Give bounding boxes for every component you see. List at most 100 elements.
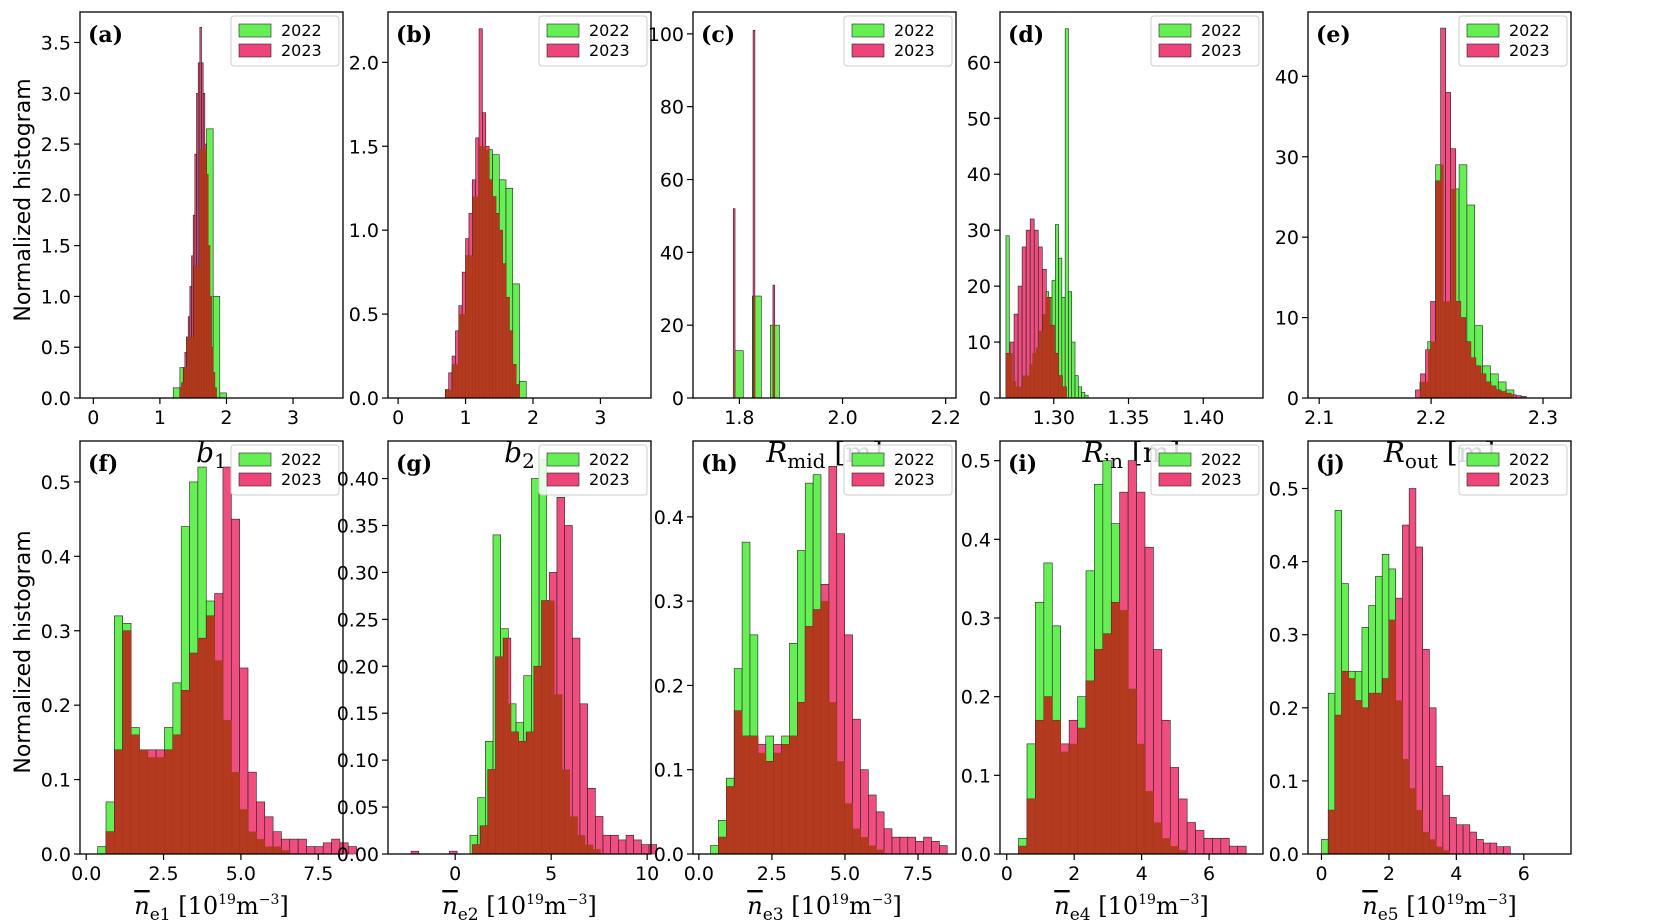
- bar-2023: [579, 703, 588, 855]
- bar-2022: [710, 845, 719, 855]
- overlap-region: [753, 296, 756, 398]
- xlabel: ne2 [1019m−3]: [442, 892, 597, 923]
- bar-2023: [1489, 842, 1498, 855]
- xtick-label: 1.40: [1182, 407, 1224, 429]
- ytick-label: 3.5: [41, 32, 71, 54]
- panel-label: (j): [1316, 451, 1345, 477]
- ytick-label: 0.40: [337, 469, 379, 491]
- xlabel-subscript: e5: [1378, 905, 1399, 923]
- ytick-label: 30: [1275, 147, 1299, 169]
- xtick-label: 0: [1001, 863, 1013, 885]
- xlabel-unit: [10: [1399, 892, 1447, 920]
- bar-2023: [899, 836, 909, 855]
- xlabel: ne3 [1019m−3]: [747, 892, 902, 923]
- bar-2023: [1203, 837, 1213, 855]
- legend-label-2023: 2023: [894, 470, 935, 489]
- bar-2023: [1021, 246, 1027, 399]
- xlabel-close: ]: [279, 892, 288, 920]
- ytick-label: 0.35: [337, 515, 379, 537]
- panel-f: 0.0 0.1 0.2 0.3 0.4 0.5 0.0 2.5 5.0 7.5 (f) 2022202…: [41, 440, 357, 923]
- xlabel-unit-m: m: [544, 892, 567, 920]
- axes-frame: [1307, 440, 1572, 855]
- ytick-label: 0.4: [654, 507, 684, 529]
- bars: [1415, 27, 1527, 399]
- xtick-label: 7.5: [903, 863, 933, 885]
- xlabel: b2: [504, 436, 535, 473]
- xtick-label: 0: [1315, 863, 1327, 885]
- ytick-label: 0.30: [337, 562, 379, 584]
- xlabel-close: ]: [892, 892, 901, 920]
- legend-label-2023: 2023: [894, 41, 935, 60]
- bar-2023: [322, 842, 332, 855]
- overlap-region: [1018, 602, 1188, 854]
- ytick-label: 30: [967, 220, 991, 242]
- xtick-label: 1.30: [1033, 407, 1075, 429]
- xlabel-symbol: R: [765, 436, 787, 469]
- bar-2023: [1496, 846, 1504, 855]
- ytick-label: 1.0: [41, 286, 71, 308]
- legend-swatch-2023: [851, 43, 885, 58]
- xlabel-symbol: b: [196, 436, 214, 469]
- xlabel-exp: −3: [1179, 892, 1200, 908]
- overlap-region: [773, 325, 775, 398]
- ytick-label: 0.1: [1269, 771, 1299, 793]
- legend-label-2022: 2022: [589, 450, 630, 469]
- xlabel-symbol: R: [1383, 436, 1405, 469]
- legend-label-2023: 2023: [589, 41, 630, 60]
- axes-frame: [79, 11, 344, 399]
- bar-2023: [1476, 839, 1484, 855]
- shared-ylabel-bottom: Normalized histogram: [11, 530, 36, 773]
- xtick-label: 1.35: [1107, 407, 1149, 429]
- bar-2023: [602, 834, 611, 855]
- legend-swatch-2023: [546, 472, 580, 487]
- xtick-label: 2.2: [931, 407, 961, 429]
- xlabel-symbol: n: [442, 892, 457, 920]
- xlabel-symbol: b: [504, 436, 522, 469]
- ytick-label: 0.00: [337, 844, 379, 866]
- bar-2023: [875, 811, 885, 855]
- legend-label-2023: 2023: [1509, 470, 1550, 489]
- ytick-label: 0.5: [349, 304, 379, 326]
- legend-label-2022: 2022: [281, 450, 322, 469]
- legend-label-2022: 2022: [1201, 21, 1242, 40]
- legend-label-2023: 2023: [1509, 41, 1550, 60]
- ytick-label: 40: [660, 242, 684, 264]
- xtick-label: 6: [1518, 863, 1530, 885]
- xtick-label: 3: [594, 407, 606, 429]
- bar-2023: [314, 846, 324, 855]
- bar-2023: [1449, 817, 1457, 855]
- xlabel-symbol: n: [1054, 892, 1069, 920]
- xlabel-unit-m: m: [1156, 892, 1179, 920]
- xtick-label: 1.8: [724, 407, 754, 429]
- xlabel-unit-m: m: [236, 892, 259, 920]
- panel-label: (h): [701, 451, 738, 477]
- xtick-label: 3: [287, 407, 299, 429]
- xlabel: ne4 [1019m−3]: [1054, 892, 1209, 923]
- bar-2023: [931, 841, 940, 855]
- overlap-region: [445, 146, 520, 398]
- legend-label-2022: 2022: [894, 21, 935, 40]
- ytick-label: 0.4: [1269, 552, 1299, 574]
- bars: [97, 466, 357, 855]
- bars: [172, 26, 227, 399]
- bar-2023: [1415, 546, 1423, 855]
- overlap-region: [1420, 164, 1515, 398]
- legend-label-2023: 2023: [1201, 470, 1242, 489]
- legend-swatch-2022: [1158, 23, 1192, 38]
- xlabel-close: ]: [1199, 892, 1208, 920]
- legend-swatch-2022: [546, 23, 580, 38]
- bars: [1005, 28, 1089, 399]
- xtick-label: 2: [1383, 863, 1395, 885]
- xtick-label: 1: [154, 407, 166, 429]
- xlabel-unit-m: m: [849, 892, 872, 920]
- ytick-label: 0.5: [41, 337, 71, 359]
- ytick-label: 0.5: [961, 451, 991, 473]
- xlabel-exp: 19: [1446, 892, 1464, 908]
- bar-2023: [641, 844, 650, 855]
